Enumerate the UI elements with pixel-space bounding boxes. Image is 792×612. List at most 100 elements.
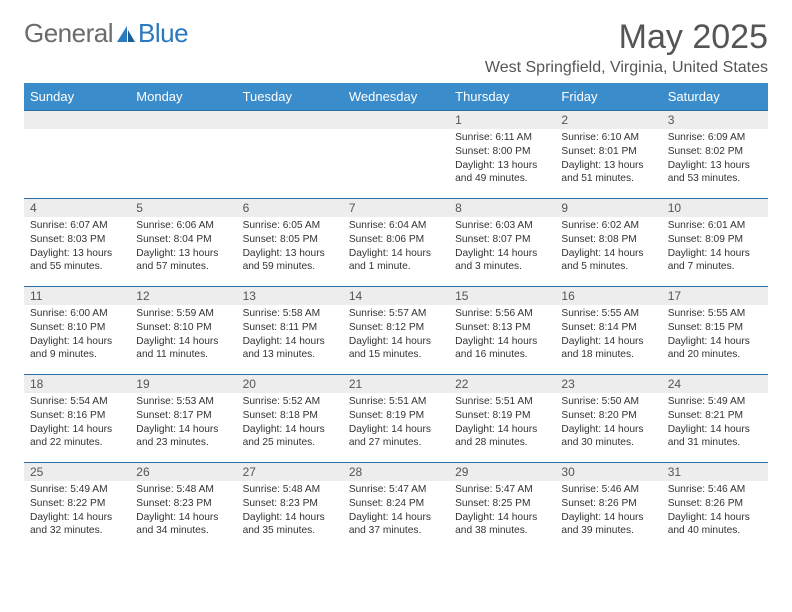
sunset-line: Sunset: 8:04 PM	[136, 233, 230, 247]
day-number	[343, 111, 449, 129]
day-data: Sunrise: 5:48 AMSunset: 8:23 PMDaylight:…	[130, 481, 236, 542]
sunrise-line: Sunrise: 6:05 AM	[243, 219, 337, 233]
day-data: Sunrise: 6:01 AMSunset: 8:09 PMDaylight:…	[662, 217, 768, 278]
sunset-line: Sunset: 8:26 PM	[561, 497, 655, 511]
day-number	[237, 111, 343, 129]
sunset-line: Sunset: 8:03 PM	[30, 233, 124, 247]
weekday-header: Sunday	[24, 83, 130, 111]
sunset-line: Sunset: 8:14 PM	[561, 321, 655, 335]
sunrise-line: Sunrise: 5:52 AM	[243, 395, 337, 409]
day-number: 28	[343, 463, 449, 481]
day-number: 7	[343, 199, 449, 217]
calendar-day-cell: 23Sunrise: 5:50 AMSunset: 8:20 PMDayligh…	[555, 375, 661, 463]
sunrise-line: Sunrise: 6:06 AM	[136, 219, 230, 233]
day-number: 1	[449, 111, 555, 129]
calendar-day-cell	[24, 111, 130, 199]
calendar-day-cell: 10Sunrise: 6:01 AMSunset: 8:09 PMDayligh…	[662, 199, 768, 287]
calendar-day-cell: 6Sunrise: 6:05 AMSunset: 8:05 PMDaylight…	[237, 199, 343, 287]
daylight-line: Daylight: 13 hours and 59 minutes.	[243, 247, 337, 275]
sunrise-line: Sunrise: 5:54 AM	[30, 395, 124, 409]
daylight-line: Daylight: 14 hours and 18 minutes.	[561, 335, 655, 363]
sunrise-line: Sunrise: 6:10 AM	[561, 131, 655, 145]
daylight-line: Daylight: 14 hours and 15 minutes.	[349, 335, 443, 363]
sunset-line: Sunset: 8:19 PM	[455, 409, 549, 423]
sunset-line: Sunset: 8:15 PM	[668, 321, 762, 335]
daylight-line: Daylight: 13 hours and 51 minutes.	[561, 159, 655, 187]
daylight-line: Daylight: 14 hours and 39 minutes.	[561, 511, 655, 539]
day-data: Sunrise: 6:11 AMSunset: 8:00 PMDaylight:…	[449, 129, 555, 190]
day-number: 8	[449, 199, 555, 217]
daylight-line: Daylight: 14 hours and 25 minutes.	[243, 423, 337, 451]
calendar-day-cell: 1Sunrise: 6:11 AMSunset: 8:00 PMDaylight…	[449, 111, 555, 199]
sunset-line: Sunset: 8:02 PM	[668, 145, 762, 159]
day-number	[130, 111, 236, 129]
sunrise-line: Sunrise: 5:46 AM	[561, 483, 655, 497]
calendar-day-cell: 5Sunrise: 6:06 AMSunset: 8:04 PMDaylight…	[130, 199, 236, 287]
day-number: 27	[237, 463, 343, 481]
location: West Springfield, Virginia, United State…	[485, 59, 768, 77]
day-number: 5	[130, 199, 236, 217]
logo-text-blue: Blue	[138, 18, 188, 49]
calendar-week-row: 1Sunrise: 6:11 AMSunset: 8:00 PMDaylight…	[24, 111, 768, 199]
sunset-line: Sunset: 8:10 PM	[30, 321, 124, 335]
weekday-header: Tuesday	[237, 83, 343, 111]
sunset-line: Sunset: 8:22 PM	[30, 497, 124, 511]
sunrise-line: Sunrise: 5:58 AM	[243, 307, 337, 321]
sunset-line: Sunset: 8:25 PM	[455, 497, 549, 511]
calendar-day-cell: 20Sunrise: 5:52 AMSunset: 8:18 PMDayligh…	[237, 375, 343, 463]
sunrise-line: Sunrise: 5:51 AM	[455, 395, 549, 409]
sunset-line: Sunset: 8:13 PM	[455, 321, 549, 335]
daylight-line: Daylight: 14 hours and 23 minutes.	[136, 423, 230, 451]
calendar-table: Sunday Monday Tuesday Wednesday Thursday…	[24, 83, 768, 551]
day-data: Sunrise: 5:55 AMSunset: 8:15 PMDaylight:…	[662, 305, 768, 366]
day-number: 9	[555, 199, 661, 217]
day-data: Sunrise: 6:07 AMSunset: 8:03 PMDaylight:…	[24, 217, 130, 278]
day-number: 6	[237, 199, 343, 217]
daylight-line: Daylight: 14 hours and 16 minutes.	[455, 335, 549, 363]
daylight-line: Daylight: 13 hours and 49 minutes.	[455, 159, 549, 187]
sunset-line: Sunset: 8:20 PM	[561, 409, 655, 423]
logo-sail-icon	[115, 24, 137, 44]
calendar-day-cell: 2Sunrise: 6:10 AMSunset: 8:01 PMDaylight…	[555, 111, 661, 199]
weekday-header: Friday	[555, 83, 661, 111]
calendar-day-cell: 14Sunrise: 5:57 AMSunset: 8:12 PMDayligh…	[343, 287, 449, 375]
daylight-line: Daylight: 14 hours and 34 minutes.	[136, 511, 230, 539]
daylight-line: Daylight: 14 hours and 1 minute.	[349, 247, 443, 275]
day-number: 2	[555, 111, 661, 129]
calendar-day-cell: 7Sunrise: 6:04 AMSunset: 8:06 PMDaylight…	[343, 199, 449, 287]
sunset-line: Sunset: 8:23 PM	[136, 497, 230, 511]
weekday-header: Monday	[130, 83, 236, 111]
sunrise-line: Sunrise: 5:48 AM	[136, 483, 230, 497]
daylight-line: Daylight: 14 hours and 40 minutes.	[668, 511, 762, 539]
month-title: May 2025	[485, 18, 768, 57]
daylight-line: Daylight: 14 hours and 3 minutes.	[455, 247, 549, 275]
day-number: 14	[343, 287, 449, 305]
sunrise-line: Sunrise: 5:50 AM	[561, 395, 655, 409]
weekday-header: Saturday	[662, 83, 768, 111]
day-number: 21	[343, 375, 449, 393]
sunset-line: Sunset: 8:21 PM	[668, 409, 762, 423]
daylight-line: Daylight: 14 hours and 31 minutes.	[668, 423, 762, 451]
sunrise-line: Sunrise: 5:48 AM	[243, 483, 337, 497]
sunrise-line: Sunrise: 6:07 AM	[30, 219, 124, 233]
title-block: May 2025 West Springfield, Virginia, Uni…	[485, 18, 768, 77]
day-number: 24	[662, 375, 768, 393]
daylight-line: Daylight: 14 hours and 7 minutes.	[668, 247, 762, 275]
calendar-day-cell: 12Sunrise: 5:59 AMSunset: 8:10 PMDayligh…	[130, 287, 236, 375]
day-data: Sunrise: 5:59 AMSunset: 8:10 PMDaylight:…	[130, 305, 236, 366]
logo: General Blue	[24, 18, 188, 49]
day-data: Sunrise: 5:51 AMSunset: 8:19 PMDaylight:…	[343, 393, 449, 454]
daylight-line: Daylight: 14 hours and 20 minutes.	[668, 335, 762, 363]
calendar-day-cell: 16Sunrise: 5:55 AMSunset: 8:14 PMDayligh…	[555, 287, 661, 375]
calendar-day-cell: 22Sunrise: 5:51 AMSunset: 8:19 PMDayligh…	[449, 375, 555, 463]
sunset-line: Sunset: 8:00 PM	[455, 145, 549, 159]
day-data: Sunrise: 5:47 AMSunset: 8:25 PMDaylight:…	[449, 481, 555, 542]
sunset-line: Sunset: 8:09 PM	[668, 233, 762, 247]
calendar-day-cell: 27Sunrise: 5:48 AMSunset: 8:23 PMDayligh…	[237, 463, 343, 551]
day-number: 22	[449, 375, 555, 393]
sunrise-line: Sunrise: 5:56 AM	[455, 307, 549, 321]
day-number: 25	[24, 463, 130, 481]
sunset-line: Sunset: 8:18 PM	[243, 409, 337, 423]
sunset-line: Sunset: 8:08 PM	[561, 233, 655, 247]
calendar-day-cell: 3Sunrise: 6:09 AMSunset: 8:02 PMDaylight…	[662, 111, 768, 199]
